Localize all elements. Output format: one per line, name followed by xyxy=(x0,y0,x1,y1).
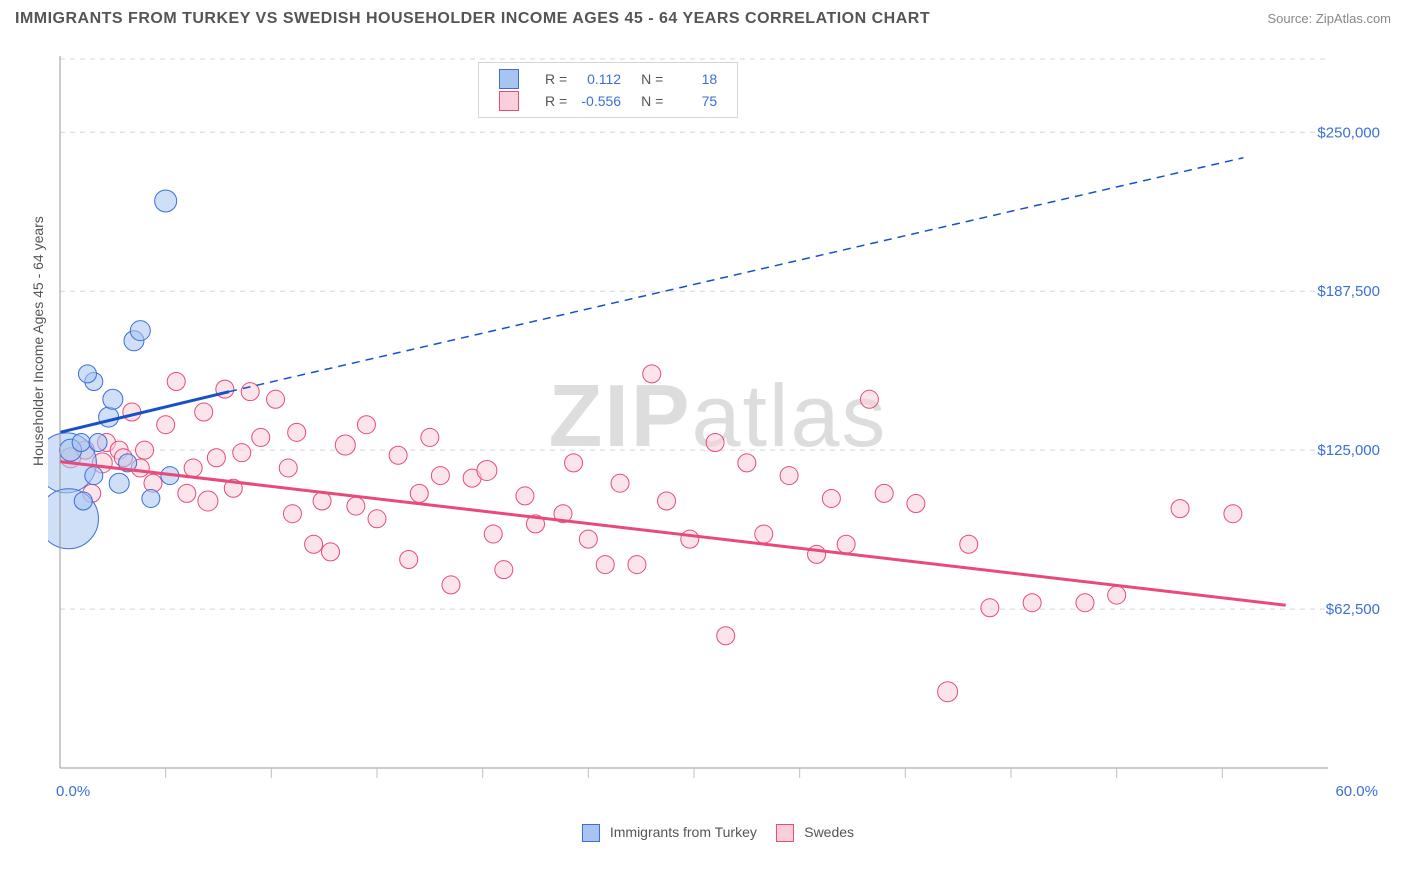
legend-label-blue: Immigrants from Turkey xyxy=(610,824,757,840)
svg-text:0.0%: 0.0% xyxy=(56,783,90,800)
legend-row-pink: R = -0.556 N = 75 xyxy=(489,90,727,112)
swatch-blue xyxy=(499,69,519,89)
chart-title: IMMIGRANTS FROM TURKEY VS SWEDISH HOUSEH… xyxy=(15,10,930,28)
y-axis-label: Householder Income Ages 45 - 64 years xyxy=(30,216,46,466)
source-label: Source: ZipAtlas.com xyxy=(1267,11,1391,26)
series-legend: Immigrants from Turkey Swedes xyxy=(582,824,854,842)
svg-text:$187,500: $187,500 xyxy=(1317,283,1380,300)
svg-text:$125,000: $125,000 xyxy=(1317,442,1380,459)
legend-swatch-blue xyxy=(582,824,600,842)
swatch-pink xyxy=(499,91,519,111)
plot-svg: $62,500 $125,000 $187,500 $250,000 0.0% 60.0… xyxy=(48,56,1388,806)
chart-plot-area: Householder Income Ages 45 - 64 years ZI… xyxy=(48,56,1388,806)
svg-text:$62,500: $62,500 xyxy=(1326,601,1380,618)
svg-text:60.0%: 60.0% xyxy=(1335,783,1378,800)
correlation-legend: R = 0.112 N = 18 R = -0.556 N = 75 xyxy=(478,62,738,118)
svg-text:$250,000: $250,000 xyxy=(1317,124,1380,141)
legend-row-blue: R = 0.112 N = 18 xyxy=(489,68,727,90)
legend-swatch-pink xyxy=(776,824,794,842)
legend-label-pink: Swedes xyxy=(804,824,854,840)
